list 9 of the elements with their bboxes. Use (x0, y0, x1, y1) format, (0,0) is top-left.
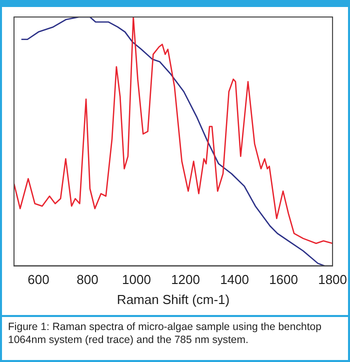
x-tick-label: 1400 (220, 272, 249, 288)
x-tick-label: 800 (76, 272, 98, 288)
x-tick-label: 1200 (171, 272, 200, 288)
x-tick-label: 1800 (318, 272, 347, 288)
x-tick-label: 1000 (122, 272, 151, 288)
caption: Figure 1: Raman spectra of micro-algae sample using the benchtop 1064nm system (red trace) and the 785 nm system. (2, 315, 348, 351)
x-tick-label: 600 (28, 272, 50, 288)
x-axis-title: Raman Shift (cm-1) (116, 292, 230, 307)
x-tick-label: 1600 (269, 272, 298, 288)
